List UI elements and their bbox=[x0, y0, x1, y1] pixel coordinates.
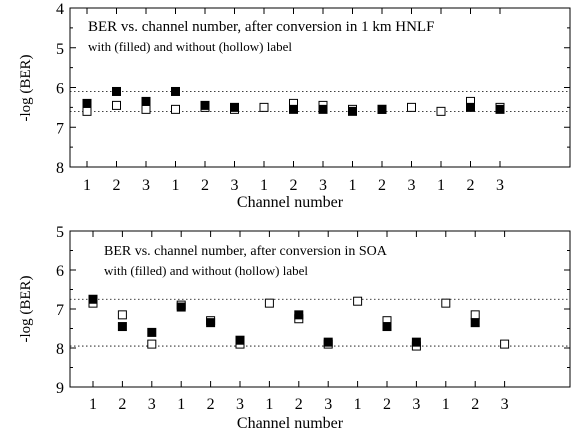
x-tick-label: 1 bbox=[260, 177, 268, 194]
x-tick-label: 2 bbox=[201, 177, 209, 194]
filled-square-point bbox=[235, 335, 245, 345]
x-tick-label: 3 bbox=[501, 396, 509, 413]
filled-square-point bbox=[470, 318, 480, 328]
y-tick-label: 5 bbox=[56, 41, 64, 58]
x-tick-label: 2 bbox=[383, 396, 391, 413]
y-tick-label: 8 bbox=[56, 341, 64, 358]
data-marks bbox=[82, 86, 505, 116]
x-tick-label: 1 bbox=[442, 396, 450, 413]
x-tick-label: 3 bbox=[142, 177, 150, 194]
x-tick-label: 2 bbox=[378, 177, 386, 194]
filled-square-point bbox=[466, 102, 475, 112]
data-marks bbox=[88, 294, 510, 351]
x-tick-label: 1 bbox=[437, 177, 445, 194]
filled-square-point bbox=[348, 106, 357, 116]
filled-square-point bbox=[112, 86, 121, 96]
filled-square-point bbox=[206, 318, 216, 328]
axes-ticks: 4 5 6 7 8 1 2 3 1 2 3 1 2 3 1 2 3 1 2 3 bbox=[56, 1, 570, 194]
hollow-square-point bbox=[436, 106, 446, 116]
hollow-square-point bbox=[82, 106, 92, 116]
filled-square-point bbox=[495, 104, 505, 114]
chart-panel-hnlf: BER vs. channel number, after conversion… bbox=[18, 1, 571, 211]
x-tick-label: 2 bbox=[118, 396, 126, 413]
reference-lines bbox=[70, 91, 570, 112]
filled-square-point bbox=[294, 310, 304, 320]
y-tick-label: 5 bbox=[56, 224, 64, 241]
hollow-square-point bbox=[259, 102, 269, 112]
x-tick-label: 2 bbox=[290, 177, 298, 194]
hollow-square-point bbox=[470, 310, 480, 320]
chart-subtitle: with (filled) and without (hollow) label bbox=[104, 263, 308, 278]
x-tick-label: 3 bbox=[408, 177, 416, 194]
hollow-square-point bbox=[112, 100, 121, 110]
axes-ticks: 5 6 7 8 9 1 2 3 1 2 3 1 2 3 1 2 3 1 2 3 bbox=[56, 224, 570, 413]
y-axis-label: -log (BER) bbox=[18, 54, 34, 121]
hollow-square-point bbox=[407, 102, 416, 112]
filled-square-point bbox=[82, 98, 92, 108]
filled-square-point bbox=[200, 100, 210, 110]
x-tick-label: 3 bbox=[236, 396, 244, 413]
filled-square-point bbox=[230, 102, 239, 112]
x-tick-label: 3 bbox=[324, 396, 332, 413]
hollow-square-point bbox=[353, 296, 363, 306]
filled-square-point bbox=[88, 294, 98, 304]
x-tick-label: 1 bbox=[265, 396, 273, 413]
x-tick-label: 2 bbox=[471, 396, 479, 413]
x-tick-label: 3 bbox=[319, 177, 327, 194]
x-tick-label: 1 bbox=[349, 177, 357, 194]
x-tick-label: 1 bbox=[354, 396, 362, 413]
y-tick-label: 7 bbox=[56, 120, 64, 137]
filled-square-point bbox=[289, 104, 298, 114]
x-tick-label: 3 bbox=[148, 396, 156, 413]
hollow-square-point bbox=[117, 310, 127, 320]
y-tick-label: 8 bbox=[56, 160, 64, 177]
filled-square-point bbox=[147, 327, 157, 337]
x-tick-label: 1 bbox=[172, 177, 180, 194]
y-tick-label: 9 bbox=[56, 380, 64, 397]
chart-title: BER vs. channel number, after conversion… bbox=[88, 19, 434, 35]
hollow-square-point bbox=[141, 104, 151, 114]
hollow-square-point bbox=[147, 339, 157, 349]
x-tick-label: 2 bbox=[207, 396, 215, 413]
filled-square-point bbox=[318, 104, 328, 114]
filled-square-point bbox=[171, 86, 180, 96]
x-tick-label: 1 bbox=[89, 396, 97, 413]
filled-square-point bbox=[411, 337, 421, 347]
filled-square-point bbox=[117, 322, 127, 332]
x-tick-label: 3 bbox=[496, 177, 504, 194]
hollow-square-point bbox=[441, 298, 451, 308]
hollow-square-point bbox=[171, 104, 180, 114]
filled-square-point bbox=[141, 96, 151, 106]
x-tick-label: 2 bbox=[467, 177, 475, 194]
hollow-square-point bbox=[264, 298, 274, 308]
x-axis-label: Channel number bbox=[237, 194, 344, 211]
x-axis-label: Channel number bbox=[237, 415, 344, 432]
x-tick-label: 1 bbox=[177, 396, 185, 413]
filled-square-point bbox=[323, 337, 333, 347]
y-axis-label: -log (BER) bbox=[18, 275, 34, 342]
filled-square-point bbox=[377, 104, 387, 114]
chart-title: BER vs. channel number, after conversion… bbox=[104, 244, 388, 259]
hollow-square-point bbox=[500, 339, 510, 349]
y-tick-label: 7 bbox=[56, 302, 64, 319]
chart-panel-soa: BER vs. channel number, after conversion… bbox=[18, 224, 571, 432]
x-tick-label: 1 bbox=[83, 177, 91, 194]
reference-lines bbox=[70, 298, 570, 347]
y-tick-label: 6 bbox=[56, 263, 64, 280]
x-tick-label: 2 bbox=[113, 177, 121, 194]
y-tick-label: 4 bbox=[56, 1, 64, 18]
x-tick-label: 3 bbox=[412, 396, 420, 413]
x-tick-label: 3 bbox=[231, 177, 239, 194]
chart-subtitle: with (filled) and without (hollow) label bbox=[88, 39, 292, 54]
filled-square-point bbox=[176, 302, 186, 312]
filled-square-point bbox=[382, 322, 392, 332]
y-tick-label: 6 bbox=[56, 81, 64, 98]
x-tick-label: 2 bbox=[295, 396, 303, 413]
